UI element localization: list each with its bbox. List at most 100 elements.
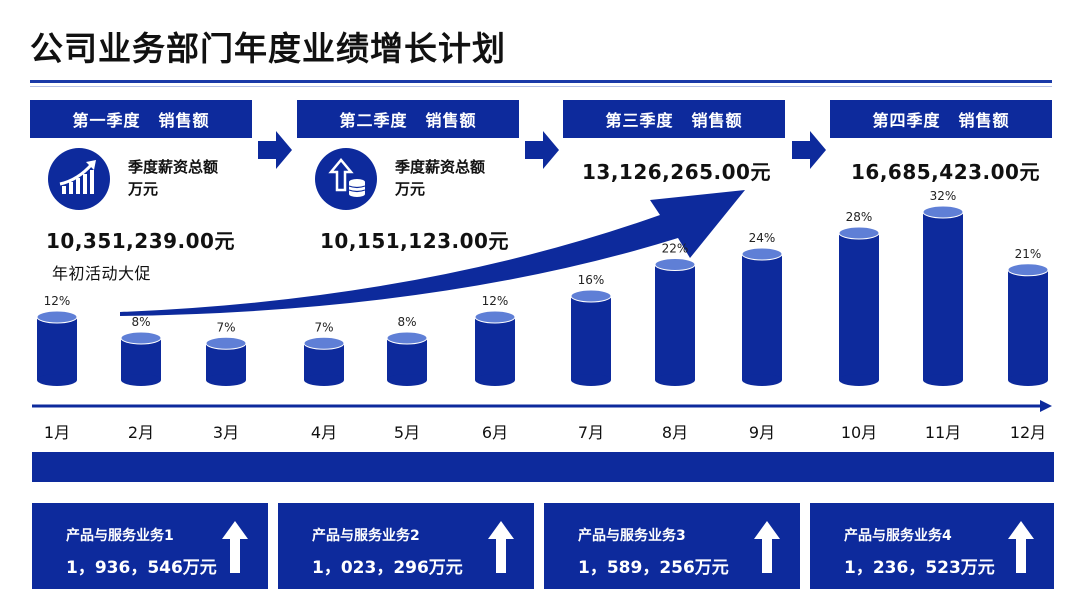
x-tick-label: 7月 xyxy=(578,423,604,442)
right-arrow-icon xyxy=(792,131,826,169)
x-axis-arrowhead xyxy=(1040,400,1052,412)
bar-value-label: 7% xyxy=(314,320,333,334)
bar-base xyxy=(923,374,963,386)
bar-top xyxy=(205,336,247,350)
up-arrow-icon xyxy=(1008,521,1034,573)
bar-value-label: 8% xyxy=(131,315,150,329)
sales-label: 销售额 xyxy=(158,111,210,130)
upload-coins-icon xyxy=(315,148,377,210)
bar-top xyxy=(741,247,783,261)
monthly-growth-chart: 12% 1月 8% 2月 7% 3月 7% 4月 8% 5月 12% 6月 16% 7月 22% 8月 24% 9… xyxy=(32,189,1052,442)
title-underline xyxy=(30,80,1052,83)
x-tick-label: 3月 xyxy=(213,423,239,442)
right-arrow-icon xyxy=(258,131,292,169)
bar-top xyxy=(120,331,162,345)
product-card-4: 产品与服务业务4 1，236，523万元 xyxy=(810,503,1054,589)
product-value: 1，023，296万元 xyxy=(312,558,463,578)
sales-label: 销售额 xyxy=(425,111,477,130)
bar-top xyxy=(1007,263,1049,277)
x-tick-label: 6月 xyxy=(482,423,508,442)
quarter-card-3: 第三季度 销售额 xyxy=(563,100,785,138)
product-name: 产品与服务业务2 xyxy=(312,528,420,544)
up-arrow-icon xyxy=(488,521,514,573)
bar-top xyxy=(570,289,612,303)
x-tick-label: 4月 xyxy=(311,423,337,442)
quarter-header: 第二季度 销售额 xyxy=(297,100,519,138)
quarter-sales-value: 10,151,123.00元 xyxy=(320,229,509,253)
sales-label: 销售额 xyxy=(691,111,743,130)
bar-value-label: 8% xyxy=(397,315,416,329)
bar xyxy=(387,338,427,380)
bar xyxy=(923,212,963,380)
bar-top xyxy=(386,331,428,345)
quarter-card-2: 第二季度 销售额 季度薪资总额 万元 xyxy=(297,100,519,250)
x-tick-label: 12月 xyxy=(1010,423,1046,442)
quarter-subtitle: 季度薪资总额 万元 xyxy=(128,158,219,198)
quarter-sales-value: 16,685,423.00元 xyxy=(851,160,1040,184)
bar xyxy=(37,317,77,380)
bar-base xyxy=(839,374,879,386)
product-card-1: 产品与服务业务1 1，936，546万元 xyxy=(32,503,268,589)
bar-value-label: 22% xyxy=(662,242,689,256)
bar xyxy=(121,338,161,380)
bar-base xyxy=(742,374,782,386)
right-arrow-icon xyxy=(525,131,559,169)
quarter-sales-value: 13,126,265.00元 xyxy=(582,160,771,184)
bar-value-label: 21% xyxy=(1015,247,1042,261)
x-tick-label: 8月 xyxy=(662,423,688,442)
bar-top xyxy=(36,310,78,324)
bar xyxy=(571,296,611,380)
sales-label: 销售额 xyxy=(958,111,1010,130)
product-card-2: 产品与服务业务2 1，023，296万元 xyxy=(278,503,534,589)
bar-value-label: 7% xyxy=(216,320,235,334)
x-tick-label: 5月 xyxy=(394,423,420,442)
x-tick-label: 9月 xyxy=(749,423,775,442)
bar-top xyxy=(838,226,880,240)
bar-top xyxy=(474,310,516,324)
bar-value-label: 12% xyxy=(482,294,509,308)
bar-top xyxy=(303,336,345,350)
bar-base xyxy=(475,374,515,386)
product-name: 产品与服务业务1 xyxy=(66,528,174,544)
bar-value-label: 24% xyxy=(749,231,776,245)
timeline-banner xyxy=(32,452,1054,482)
bar-base xyxy=(1008,374,1048,386)
quarter-header: 第一季度 销售额 xyxy=(30,100,252,138)
quarter-card-1: 第一季度 销售额 季度薪资总额 万元 xyxy=(30,100,252,250)
up-arrow-icon xyxy=(754,521,780,573)
bar xyxy=(742,254,782,380)
x-tick-label: 10月 xyxy=(841,423,877,442)
bar-base xyxy=(206,374,246,386)
x-tick-label: 1月 xyxy=(44,423,70,442)
x-tick-label: 11月 xyxy=(925,423,961,442)
up-arrow-icon xyxy=(222,521,248,573)
bar-top xyxy=(922,205,964,219)
bar-base xyxy=(655,374,695,386)
bar xyxy=(475,317,515,380)
bar-base xyxy=(571,374,611,386)
bar-top xyxy=(654,258,696,271)
bar-value-label: 16% xyxy=(578,273,605,287)
quarter-label: 第三季度 xyxy=(605,111,674,130)
product-card-3: 产品与服务业务3 1，589，256万元 xyxy=(544,503,800,589)
product-value: 1，589，256万元 xyxy=(578,558,729,578)
bar-base xyxy=(304,374,344,386)
quarter-label: 第四季度 xyxy=(872,111,941,130)
page-title: 公司业务部门年度业绩增长计划 xyxy=(30,29,506,68)
quarter-subtitle: 季度薪资总额 万元 xyxy=(395,158,486,198)
bar-value-label: 12% xyxy=(44,294,71,308)
growth-chart-icon xyxy=(48,148,110,210)
product-value: 1，936，546万元 xyxy=(66,558,217,578)
bar-base xyxy=(37,374,77,386)
product-value: 1，236，523万元 xyxy=(844,558,995,578)
bar-value-label: 28% xyxy=(846,210,873,224)
quarter-sales-value: 10,351,239.00元 xyxy=(46,229,235,253)
product-name: 产品与服务业务4 xyxy=(844,528,952,544)
product-name: 产品与服务业务3 xyxy=(578,528,686,544)
bar xyxy=(839,233,879,380)
trend-arrow xyxy=(120,190,745,316)
quarter-label: 第二季度 xyxy=(339,111,408,130)
x-tick-label: 2月 xyxy=(128,423,154,442)
quarter-header: 第四季度 销售额 xyxy=(830,100,1052,138)
quarter-note: 年初活动大促 xyxy=(52,264,152,283)
